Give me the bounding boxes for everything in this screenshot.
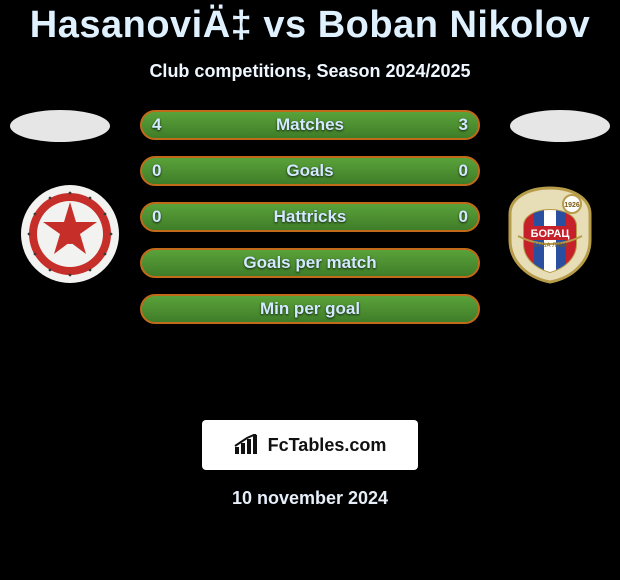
stat-right-value: 0 bbox=[459, 161, 468, 181]
player-shadow-right bbox=[510, 110, 610, 142]
stat-row-matches: 4 Matches 3 bbox=[140, 110, 480, 140]
stat-label: Min per goal bbox=[260, 299, 360, 319]
stat-left-value: 4 bbox=[152, 115, 161, 135]
stat-label: Goals bbox=[286, 161, 333, 181]
date-text: 10 november 2024 bbox=[0, 488, 620, 509]
club-left-crest-icon bbox=[20, 184, 120, 284]
svg-text:1926: 1926 bbox=[564, 202, 580, 209]
svg-text:БАЊА ЛУКА: БАЊА ЛУКА bbox=[533, 243, 568, 249]
club-badge-right: 1926 БОРАЦ БАЊА ЛУКА bbox=[500, 184, 600, 284]
stat-row-min-per-goal: Min per goal bbox=[140, 294, 480, 324]
stat-right-value: 3 bbox=[459, 115, 468, 135]
brand-logo-box[interactable]: FcTables.com bbox=[202, 420, 418, 470]
stat-label: Goals per match bbox=[243, 253, 376, 273]
stat-right-value: 0 bbox=[459, 207, 468, 227]
stat-row-goals-per-match: Goals per match bbox=[140, 248, 480, 278]
svg-text:БОРАЦ: БОРАЦ bbox=[531, 228, 570, 240]
stat-row-goals: 0 Goals 0 bbox=[140, 156, 480, 186]
stat-left-value: 0 bbox=[152, 207, 161, 227]
comparison-card: HasanoviÄ‡ vs Boban Nikolov Club competi… bbox=[0, 0, 620, 509]
club-right-crest-icon: 1926 БОРАЦ БАЊА ЛУКА bbox=[500, 184, 600, 284]
stat-label: Matches bbox=[276, 115, 344, 135]
stat-row-hattricks: 0 Hattricks 0 bbox=[140, 202, 480, 232]
stat-bars: 4 Matches 3 0 Goals 0 0 Hattricks 0 Goal… bbox=[140, 110, 480, 340]
stat-left-value: 0 bbox=[152, 161, 161, 181]
player-shadow-left bbox=[10, 110, 110, 142]
bar-chart-icon bbox=[234, 434, 262, 456]
comparison-arena: 1926 БОРАЦ БАЊА ЛУКА bbox=[0, 110, 620, 410]
club-badge-left bbox=[20, 184, 120, 284]
page-title: HasanoviÄ‡ vs Boban Nikolov bbox=[0, 4, 620, 47]
subtitle: Club competitions, Season 2024/2025 bbox=[0, 61, 620, 82]
stat-label: Hattricks bbox=[274, 207, 347, 227]
brand-text: FcTables.com bbox=[268, 435, 387, 456]
